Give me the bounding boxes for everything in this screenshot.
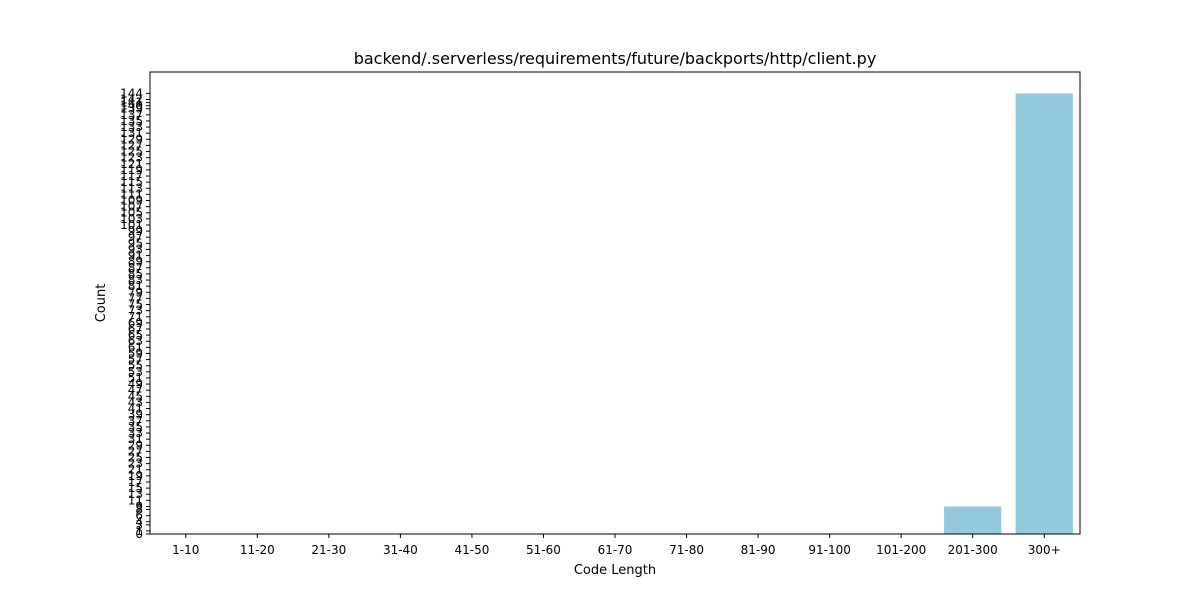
chart-title: backend/.serverless/requirements/future/… bbox=[354, 49, 877, 68]
y-tick-label: 67 bbox=[128, 322, 143, 336]
y-tick-label: 51 bbox=[128, 371, 143, 385]
y-tick-label: 73 bbox=[128, 304, 143, 318]
y-tick-label: 0 bbox=[135, 527, 143, 541]
y-tick-label: 79 bbox=[128, 285, 143, 299]
y-axis: 0134689111315171921232527293133353739414… bbox=[120, 86, 150, 541]
y-tick-label: 131 bbox=[120, 126, 143, 140]
y-tick-label: 3 bbox=[135, 518, 143, 532]
y-tick-label: 63 bbox=[128, 334, 143, 348]
y-tick-label: 93 bbox=[128, 242, 143, 256]
y-tick-label: 17 bbox=[128, 475, 143, 489]
y-tick-label: 91 bbox=[128, 249, 143, 263]
y-axis-label: Count bbox=[94, 284, 109, 323]
y-tick-label: 89 bbox=[128, 255, 143, 269]
y-tick-label: 53 bbox=[128, 365, 143, 379]
y-tick-label: 113 bbox=[120, 181, 143, 195]
y-tick-label: 45 bbox=[128, 389, 143, 403]
y-tick-label: 65 bbox=[128, 328, 143, 342]
y-tick-label: 141 bbox=[120, 96, 143, 110]
x-tick-label: 300+ bbox=[1028, 543, 1061, 557]
y-tick-label: 101 bbox=[120, 218, 143, 232]
y-tick-label: 8 bbox=[135, 503, 143, 517]
y-tick-label: 103 bbox=[120, 212, 143, 226]
y-tick-label: 97 bbox=[128, 230, 143, 244]
y-tick-label: 31 bbox=[128, 432, 143, 446]
x-tick-label: 71-80 bbox=[669, 543, 704, 557]
y-tick-label: 23 bbox=[128, 457, 143, 471]
y-tick-label: 135 bbox=[120, 114, 143, 128]
y-tick-label: 133 bbox=[120, 120, 143, 134]
y-tick-label: 9 bbox=[135, 499, 143, 513]
y-tick-label: 121 bbox=[120, 157, 143, 171]
y-tick-label: 69 bbox=[128, 316, 143, 330]
y-tick-label: 6 bbox=[135, 509, 143, 523]
y-tick-label: 33 bbox=[128, 426, 143, 440]
y-tick-label: 29 bbox=[128, 438, 143, 452]
y-tick-label: 71 bbox=[128, 310, 143, 324]
y-tick-label: 127 bbox=[120, 138, 143, 152]
x-tick-label: 11-20 bbox=[240, 543, 275, 557]
y-tick-label: 43 bbox=[128, 395, 143, 409]
x-tick-label: 1-10 bbox=[172, 543, 199, 557]
y-tick-label: 13 bbox=[128, 487, 143, 501]
x-tick-label: 21-30 bbox=[311, 543, 346, 557]
bar-300+ bbox=[1015, 93, 1073, 534]
bars-group bbox=[944, 93, 1073, 534]
plot-frame bbox=[149, 71, 1081, 535]
y-tick-label: 19 bbox=[128, 469, 143, 483]
y-tick-label: 99 bbox=[128, 224, 143, 238]
bar-201-300 bbox=[944, 506, 1002, 534]
y-tick-label: 4 bbox=[135, 515, 143, 529]
y-tick-label: 87 bbox=[128, 261, 143, 275]
y-tick-label: 47 bbox=[128, 383, 143, 397]
y-tick-label: 81 bbox=[128, 279, 143, 293]
y-tick-label: 11 bbox=[128, 493, 143, 507]
y-tick-label: 75 bbox=[128, 298, 143, 312]
y-tick-label: 117 bbox=[120, 169, 143, 183]
y-tick-label: 95 bbox=[128, 236, 143, 250]
y-tick-label: 105 bbox=[120, 206, 143, 220]
x-tick-label: 51-60 bbox=[526, 543, 561, 557]
y-tick-label: 35 bbox=[128, 420, 143, 434]
x-tick-label: 41-50 bbox=[454, 543, 489, 557]
y-tick-label: 37 bbox=[128, 414, 143, 428]
x-tick-label: 101-200 bbox=[876, 543, 926, 557]
y-tick-label: 77 bbox=[128, 291, 143, 305]
y-tick-label: 125 bbox=[120, 145, 143, 159]
y-tick-label: 142 bbox=[120, 93, 143, 107]
y-tick-label: 25 bbox=[128, 451, 143, 465]
x-axis: 1-10 11-20 21-30 31-40 41-50 51-60 61-70 71-80 8… bbox=[172, 534, 1061, 557]
y-tick-label: 41 bbox=[128, 402, 143, 416]
x-tick-label: 31-40 bbox=[383, 543, 418, 557]
y-tick-label: 119 bbox=[120, 163, 143, 177]
y-tick-label: 61 bbox=[128, 340, 143, 354]
y-tick-label: 137 bbox=[120, 108, 143, 122]
y-tick-label: 83 bbox=[128, 273, 143, 287]
y-tick-label: 107 bbox=[120, 200, 143, 214]
y-tick-label: 144 bbox=[120, 86, 143, 100]
y-tick-label: 15 bbox=[128, 481, 143, 495]
y-tick-label: 139 bbox=[120, 102, 143, 116]
y-tick-label: 123 bbox=[120, 151, 143, 165]
x-tick-label: 91-100 bbox=[808, 543, 851, 557]
x-tick-label: 201-300 bbox=[948, 543, 998, 557]
x-tick-label: 61-70 bbox=[598, 543, 633, 557]
y-tick-label: 85 bbox=[128, 267, 143, 281]
y-tick-label: 55 bbox=[128, 359, 143, 373]
y-tick-label: 39 bbox=[128, 408, 143, 422]
y-tick-label: 49 bbox=[128, 377, 143, 391]
y-tick-label: 140 bbox=[120, 99, 143, 113]
y-tick-label: 109 bbox=[120, 194, 143, 208]
y-tick-label: 111 bbox=[120, 187, 143, 201]
y-tick-label: 1 bbox=[135, 524, 143, 538]
y-tick-label: 57 bbox=[128, 353, 143, 367]
y-tick-label: 27 bbox=[128, 444, 143, 458]
x-axis-label: Code Length bbox=[574, 563, 656, 578]
x-tick-label: 81-90 bbox=[741, 543, 776, 557]
y-tick-label: 59 bbox=[128, 346, 143, 360]
y-tick-label: 115 bbox=[120, 175, 143, 189]
y-tick-label: 129 bbox=[120, 132, 143, 146]
y-tick-label: 21 bbox=[128, 463, 143, 477]
